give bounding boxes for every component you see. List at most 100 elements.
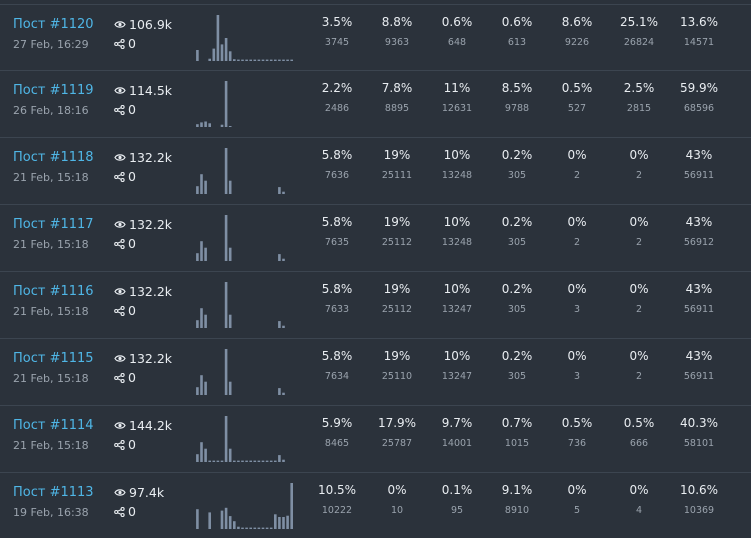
stat-count: 9363	[384, 37, 410, 48]
share-icon	[114, 506, 125, 517]
sparkline-bar	[204, 314, 207, 328]
sparkline-bar	[261, 527, 265, 529]
stat-percent: 8.6%	[561, 15, 593, 29]
stat-cell: 8.6% 9226	[547, 15, 607, 48]
post-date: 21 Feb, 15:18	[13, 305, 89, 318]
post-title-link[interactable]: Пост #1116	[13, 284, 94, 299]
sparkline-bar	[274, 59, 277, 61]
sparkline-bar	[286, 515, 289, 529]
sparkline-bar	[269, 59, 273, 61]
stat-count: 305	[507, 237, 527, 248]
stat-count: 2	[635, 304, 643, 315]
views-sparkline	[196, 483, 293, 529]
stat-percent: 13.6%	[679, 15, 719, 29]
post-date: 27 Feb, 16:29	[13, 38, 89, 51]
post-title-link[interactable]: Пост #1114	[13, 418, 94, 433]
stat-count: 2	[635, 170, 643, 181]
sparkline-bar	[253, 59, 257, 61]
sparkline-bar	[196, 320, 199, 328]
sparkline-bar	[200, 122, 203, 127]
post-title-link[interactable]: Пост #1120	[13, 17, 94, 32]
stat-cell: 5.8% 7636	[307, 148, 367, 181]
sparkline-bar	[278, 59, 281, 61]
sparkline-bar	[228, 314, 232, 328]
stat-count: 9788	[504, 103, 530, 114]
stat-percent: 0.2%	[501, 215, 533, 229]
sparkline-bar	[278, 254, 281, 261]
stat-cell: 10.6% 10369	[669, 483, 729, 516]
stat-count: 4	[635, 505, 643, 516]
stat-cell: 10.5% 10222	[307, 483, 367, 516]
sparkline-bar	[265, 460, 269, 462]
sparkline-bar	[200, 241, 203, 261]
views-count: 132.2k	[114, 284, 172, 299]
stat-cell: 0% 2	[609, 148, 669, 181]
stat-cell: 5.8% 7635	[307, 215, 367, 248]
sparkline-bar	[245, 59, 248, 61]
stat-count: 2	[635, 237, 643, 248]
stat-percent: 2.2%	[321, 81, 353, 95]
views-value: 132.2k	[129, 150, 173, 165]
stat-percent: 0.7%	[501, 416, 533, 430]
post-title-link[interactable]: Пост #1119	[13, 83, 94, 98]
stat-count: 666	[629, 438, 649, 449]
stat-cell: 2.5% 2815	[609, 81, 669, 114]
post-title-link[interactable]: Пост #1117	[13, 217, 94, 232]
stat-count: 95	[450, 505, 464, 516]
views-sparkline	[196, 15, 293, 61]
share-icon	[114, 104, 125, 115]
sparkline-bar	[261, 460, 265, 462]
sparkline-bar	[208, 512, 211, 529]
share-icon	[114, 439, 125, 450]
stat-percent: 5.8%	[321, 215, 353, 229]
sparkline-bar	[204, 247, 207, 261]
post-date: 21 Feb, 15:18	[13, 372, 89, 385]
views-count: 132.2k	[114, 150, 172, 165]
eye-icon	[114, 220, 126, 229]
post-title-link[interactable]: Пост #1113	[13, 485, 94, 500]
post-title-link[interactable]: Пост #1115	[13, 351, 94, 366]
shares-value: 0	[128, 36, 136, 51]
sparkline-bar	[220, 124, 224, 127]
stat-percent: 0.2%	[501, 148, 533, 162]
stat-count: 527	[567, 103, 587, 114]
sparkline-bar	[241, 59, 244, 61]
sparkline-bar	[245, 527, 248, 529]
post-date: 21 Feb, 15:18	[13, 439, 89, 452]
sparkline-bar	[269, 527, 273, 529]
shares-value: 0	[128, 169, 136, 184]
sparkline-bar	[196, 454, 199, 462]
stat-percent: 0.1%	[441, 483, 473, 497]
stat-percent: 5.9%	[321, 416, 353, 430]
stat-percent: 0.6%	[441, 15, 473, 29]
eye-icon	[114, 354, 126, 363]
post-row: Пост #1119 26 Feb, 18:16 114.5k 0 2.2% 2…	[0, 71, 751, 138]
stat-percent: 5.8%	[321, 148, 353, 162]
sparkline-bar	[204, 381, 207, 395]
eye-icon	[114, 488, 126, 497]
stat-cell: 0.2% 305	[487, 349, 547, 382]
views-count: 106.9k	[114, 17, 172, 32]
stat-cell: 10% 13248	[427, 215, 487, 248]
sparkline-bar	[257, 460, 261, 462]
stat-percent: 43%	[685, 148, 713, 162]
sparkline-bar	[233, 460, 236, 462]
sparkline-bar	[249, 59, 252, 61]
share-icon	[114, 372, 125, 383]
stat-count: 10369	[683, 505, 715, 516]
stat-count: 648	[447, 37, 467, 48]
stat-percent: 5.8%	[321, 349, 353, 363]
post-title-link[interactable]: Пост #1118	[13, 150, 94, 165]
stat-cell: 19% 25112	[367, 215, 427, 248]
sparkline-bar	[269, 460, 273, 462]
sparkline-bar	[204, 180, 207, 194]
stat-cell: 0% 3	[547, 282, 607, 315]
stat-percent: 0%	[629, 215, 649, 229]
stat-percent: 43%	[685, 349, 713, 363]
stat-percent: 19%	[383, 282, 411, 296]
stat-count: 56911	[683, 304, 715, 315]
shares-value: 0	[128, 370, 136, 385]
stat-cell: 0% 10	[367, 483, 427, 516]
sparkline-bar	[212, 460, 216, 462]
